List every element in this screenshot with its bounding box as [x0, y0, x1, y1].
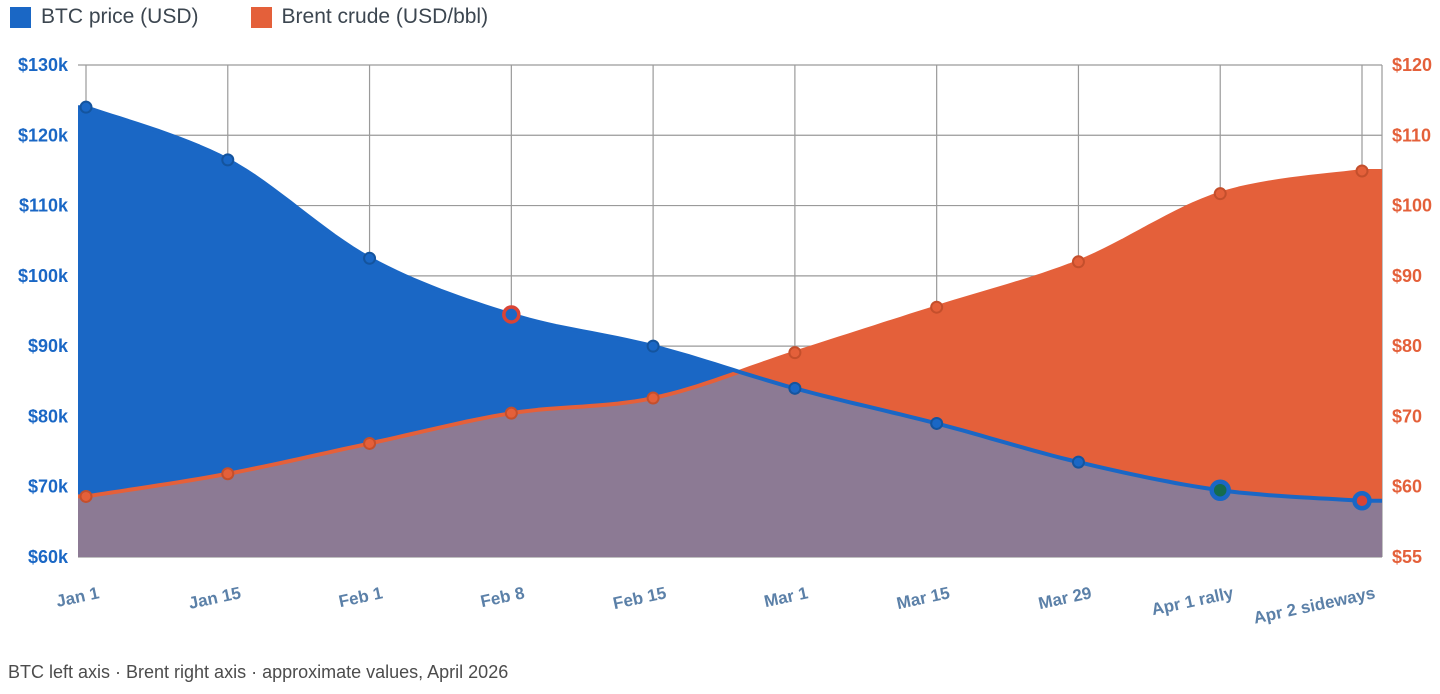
chart-caption: BTC left axis · Brent right axis · appro…: [8, 662, 509, 682]
x-axis-tick: Mar 15: [895, 583, 952, 613]
line-chart: $130k $120k $110k $100k $90k $80k $70k $60k $120…: [18, 55, 1432, 628]
right-axis-tick: $55: [1392, 547, 1422, 567]
x-axis-tick: Apr 2 sideways: [1252, 583, 1377, 627]
chart-point: [646, 391, 660, 405]
brent-line: [78, 169, 1382, 499]
btc-legend-label: BTC price (USD): [41, 5, 199, 28]
chart-point: [930, 300, 944, 314]
legend-item-btc: BTC price (USD): [10, 5, 199, 29]
chart-point: [363, 251, 377, 265]
left-axis-tick: $100k: [18, 266, 69, 286]
left-axis-labels: $130k $120k $110k $100k $90k $80k $70k $60k: [18, 55, 69, 567]
chart-point: [79, 100, 93, 114]
x-axis-tick: Jan 15: [187, 583, 243, 613]
right-axis-tick: $100: [1392, 196, 1432, 216]
x-axis-tick: Apr 1 rally: [1150, 583, 1236, 619]
chart-point: [788, 381, 802, 395]
x-axis-tick: Mar 29: [1037, 583, 1094, 613]
left-axis-tick: $130k: [18, 55, 69, 75]
x-axis-tick: Jan 1: [54, 583, 100, 611]
brent-legend-swatch: [250, 6, 272, 28]
chart-point: [1071, 255, 1085, 269]
x-axis-labels: Jan 1 Jan 15 Feb 1 Feb 8 Feb 15 Mar 1 Mar 15 Ma…: [54, 583, 1376, 627]
left-axis-tick: $60k: [28, 547, 69, 567]
highlighted-points: [502, 305, 1372, 511]
chart-point: [788, 346, 802, 360]
btc-line: [78, 105, 1382, 503]
left-axis-tick: $70k: [28, 477, 69, 497]
right-axis-labels: $120 $110 $100 $90 $80 $70 $60 $55: [1392, 55, 1432, 567]
chart-point: [1355, 164, 1369, 178]
left-axis-tick: $110k: [19, 196, 69, 216]
chart-point: [363, 436, 377, 450]
legend-item-brent: Brent crude (USD/bbl): [250, 5, 489, 29]
right-axis-tick: $70: [1392, 406, 1422, 426]
right-axis-tick: $80: [1392, 336, 1422, 356]
chart-point: [504, 406, 518, 420]
highlight-point: [1352, 491, 1372, 511]
overlap-area: [78, 372, 1382, 557]
chart-point: [930, 416, 944, 430]
highlight-point: [502, 305, 521, 324]
right-axis-tick: $60: [1392, 477, 1422, 497]
right-axis-tick: $110: [1392, 125, 1431, 145]
chart-point: [79, 489, 93, 503]
x-axis-tick: Feb 15: [611, 583, 668, 613]
chart-point: [1071, 455, 1085, 469]
highlight-point: [1209, 479, 1231, 501]
chart-point: [221, 153, 235, 167]
left-axis-tick: $80k: [28, 406, 69, 426]
right-axis-tick: $120: [1392, 55, 1432, 75]
x-axis-tick: Mar 1: [762, 583, 809, 611]
x-axis-tick: Feb 1: [337, 583, 384, 611]
chart-point: [1213, 187, 1227, 201]
chart-point: [646, 339, 660, 353]
chart-point: [221, 467, 235, 481]
chart-svg: $130k $120k $110k $100k $90k $80k $70k $60k $120…: [18, 55, 1432, 628]
left-axis-tick: $90k: [28, 336, 69, 356]
brent-legend-label: Brent crude (USD/bbl): [281, 5, 489, 28]
btc-legend-swatch: [10, 6, 31, 28]
x-axis-tick: Feb 8: [479, 583, 526, 611]
legend: BTC price (USD) Brent crude (USD/bbl): [10, 5, 488, 29]
brent-points: [79, 164, 1369, 503]
right-axis-tick: $90: [1392, 266, 1422, 286]
left-axis-tick: $120k: [18, 125, 69, 145]
